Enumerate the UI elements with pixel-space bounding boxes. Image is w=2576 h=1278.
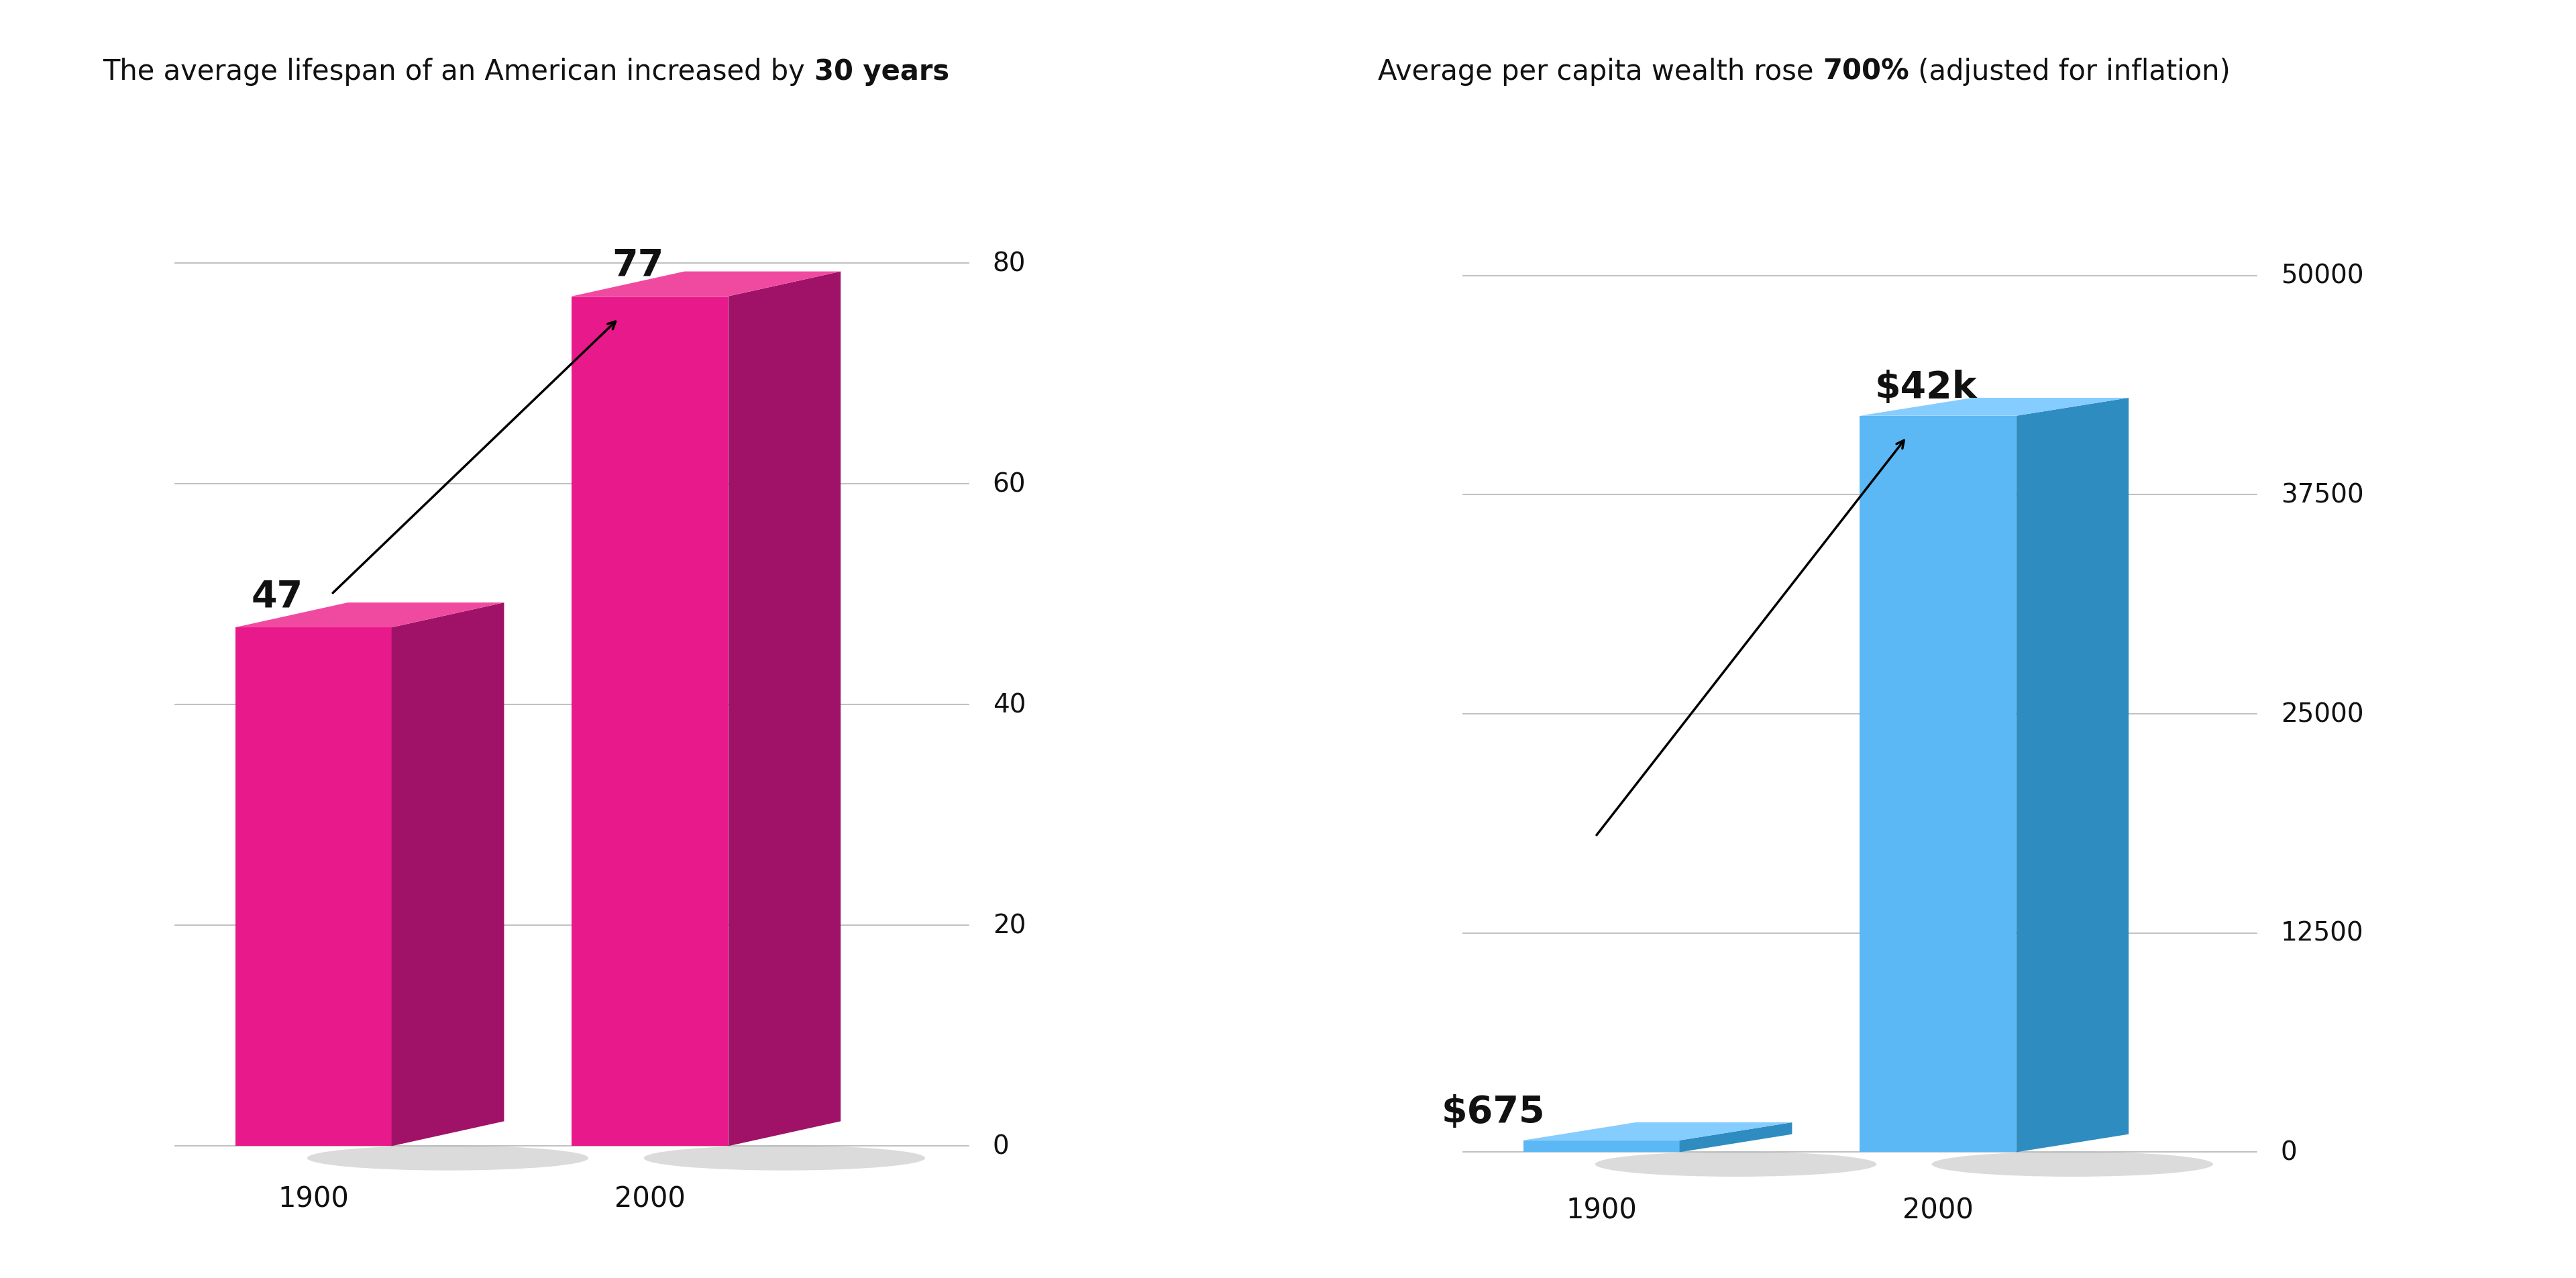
Polygon shape [392, 603, 505, 1146]
Text: (adjusted for inflation): (adjusted for inflation) [1909, 58, 2231, 86]
Polygon shape [572, 296, 729, 1146]
Polygon shape [1522, 1122, 1793, 1140]
Text: 40: 40 [992, 693, 1025, 718]
Text: 12500: 12500 [2280, 920, 2365, 946]
Text: 1900: 1900 [1566, 1196, 1636, 1224]
Text: 1900: 1900 [278, 1185, 348, 1213]
Text: 0: 0 [992, 1134, 1010, 1159]
Polygon shape [1860, 399, 2128, 417]
Text: 30 years: 30 years [814, 58, 948, 86]
Text: 20: 20 [992, 912, 1025, 938]
Text: 0: 0 [2280, 1140, 2298, 1166]
Text: 2000: 2000 [1904, 1196, 1973, 1224]
Polygon shape [729, 272, 840, 1146]
Text: 47: 47 [252, 578, 304, 615]
Polygon shape [1860, 417, 2017, 1153]
Polygon shape [1680, 1122, 1793, 1153]
Text: 37500: 37500 [2280, 482, 2365, 507]
Text: $675: $675 [1443, 1094, 1546, 1130]
Polygon shape [234, 603, 505, 627]
Polygon shape [1522, 1140, 1680, 1153]
Text: 700%: 700% [1824, 58, 1909, 86]
Ellipse shape [1595, 1151, 1875, 1177]
Ellipse shape [644, 1145, 925, 1171]
Polygon shape [2017, 399, 2128, 1153]
Text: Average per capita wealth rose: Average per capita wealth rose [1378, 58, 1824, 86]
Text: 60: 60 [992, 472, 1025, 497]
Text: 2000: 2000 [616, 1185, 685, 1213]
Text: 25000: 25000 [2280, 702, 2365, 727]
Text: 80: 80 [992, 250, 1025, 276]
Text: 50000: 50000 [2280, 263, 2365, 289]
Ellipse shape [307, 1145, 587, 1171]
Text: 77: 77 [613, 248, 665, 284]
Polygon shape [234, 627, 392, 1146]
Ellipse shape [1932, 1151, 2213, 1177]
Polygon shape [572, 272, 840, 296]
Text: $42k: $42k [1875, 369, 1978, 405]
Text: The average lifespan of an American increased by: The average lifespan of an American incr… [103, 58, 814, 86]
